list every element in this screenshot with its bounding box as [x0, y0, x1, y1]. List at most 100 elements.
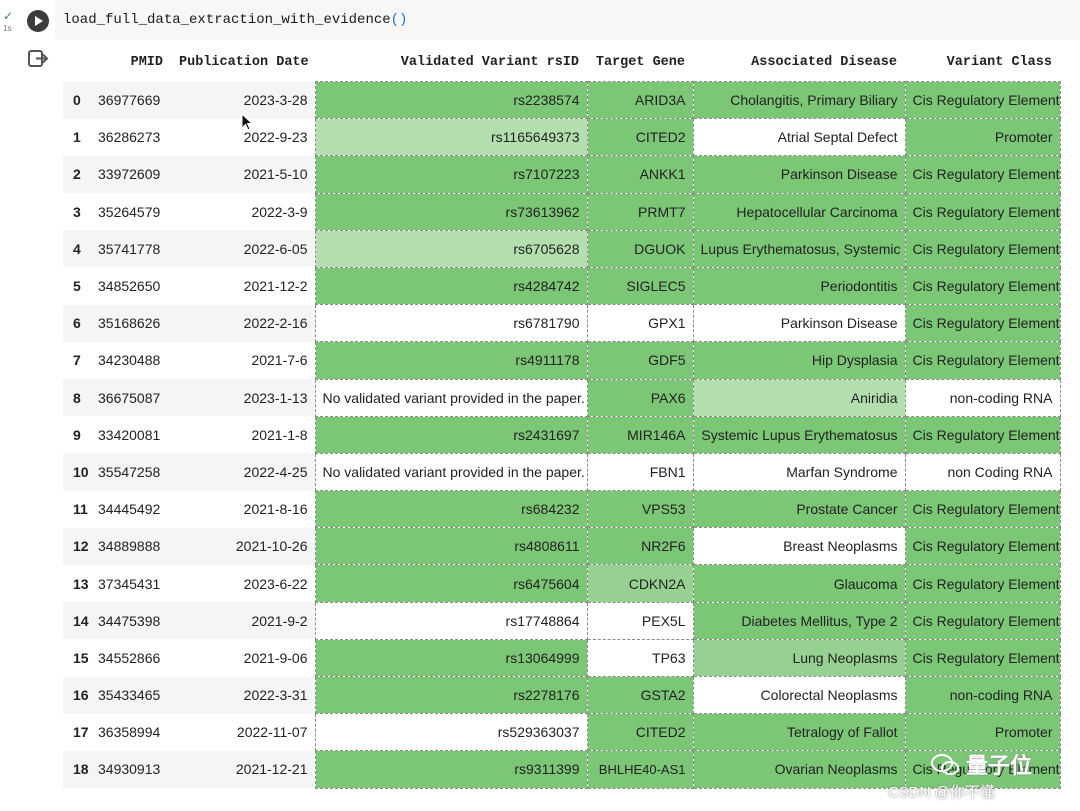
associated-disease-cell: Atrial Septal Defect — [692, 118, 906, 157]
variant-rsid-cell: No validated variant provided in the pap… — [314, 378, 588, 417]
publication-date-cell: 2022-3-9 — [171, 193, 315, 231]
target-gene-cell: GPX1 — [586, 304, 694, 343]
header-target-gene: Target Gene — [595, 54, 685, 70]
variant-rsid-cell: rs1165649373 — [314, 118, 588, 157]
row-index: 11 — [63, 490, 94, 528]
associated-disease-cell: Lupus Erythematosus, Systemic — [692, 229, 906, 268]
associated-disease-cell: Cholangitis, Primary Biliary — [692, 80, 906, 120]
table-row: 12 34889888 2021-10-26 rs4808611 NR2F6 Breast… — [63, 527, 1061, 566]
table-row: 2 33972609 2021-5-10 rs7107223 ANKK1 Parkinso… — [63, 155, 1061, 194]
row-index: 12 — [63, 527, 94, 565]
variant-rsid-cell: rs6781790 — [314, 304, 588, 343]
row-index: 15 — [63, 639, 94, 677]
publication-date-cell: 2022-11-07 — [171, 713, 315, 751]
header-row: PMID Publication Date Validated Variant … — [63, 43, 1060, 82]
table-row: 7 34230488 2021-7-6 rs4911178 GDF5 Hip Dyspla… — [63, 341, 1061, 380]
publication-date-cell: 2021-12-2 — [171, 267, 315, 305]
header-variant-rsid: Validated Variant rsID — [400, 54, 579, 70]
variant-class-cell: Cis Regulatory Element — [904, 341, 1061, 380]
row-index: 14 — [63, 602, 94, 640]
variant-class-cell: Cis Regulatory Element — [904, 192, 1061, 231]
table-row: 16 35433465 2022-3-31 rs2278176 GSTA2 Colorec… — [63, 675, 1061, 715]
pmid-cell: 35264579 — [94, 193, 171, 231]
pmid-cell: 35547258 — [94, 453, 171, 491]
publication-date-cell: 2023-1-13 — [171, 379, 315, 417]
target-gene-cell: SIGLEC5 — [586, 266, 694, 306]
associated-disease-cell: Ovarian Neoplasms — [692, 750, 906, 789]
variant-class-cell: Cis Regulatory Element — [904, 304, 1061, 343]
table-row: 13 37345431 2023-6-22 rs6475604 CDKN2A Glauco… — [63, 564, 1061, 603]
target-gene-cell: MIR146A — [586, 415, 694, 454]
row-index: 4 — [63, 230, 94, 268]
variant-class-cell: Cis Regulatory Element — [904, 266, 1061, 306]
publication-date-cell: 2021-9-06 — [171, 639, 315, 677]
variant-class-cell: Cis Regulatory Element — [904, 155, 1061, 194]
variant-class-cell: non-coding RNA — [904, 378, 1061, 417]
target-gene-cell: PRMT7 — [586, 192, 694, 231]
pmid-cell: 34445492 — [94, 490, 171, 528]
table-row: 8 36675087 2023-1-13 No validated variant p… — [63, 378, 1061, 417]
run-cell-button[interactable] — [27, 10, 49, 32]
pmid-cell: 37345431 — [94, 564, 171, 603]
associated-disease-cell: Periodontitis — [692, 266, 906, 306]
associated-disease-cell: Parkinson Disease — [692, 304, 906, 343]
variant-class-cell: Promoter — [904, 118, 1061, 157]
variant-class-cell: Cis Regulatory Element — [904, 564, 1061, 603]
table-row: 14 34475398 2021-9-2 rs17748864 PEX5L Diabete… — [63, 601, 1061, 640]
row-index: 7 — [63, 341, 94, 379]
function-name: load_full_data_extraction_with_evidence — [63, 12, 391, 28]
variant-rsid-cell: rs6705628 — [314, 229, 588, 268]
table-row: 10 35547258 2022-4-25 No validated variant … — [63, 452, 1061, 492]
variant-class-cell: non-coding RNA — [904, 675, 1061, 715]
row-index: 18 — [63, 750, 94, 789]
publication-date-cell: 2022-4-25 — [171, 453, 315, 491]
table-row: 9 33420081 2021-1-8 rs2431697 MIR146A Systemi… — [63, 415, 1061, 454]
variant-class-cell: Cis Regulatory Element — [904, 527, 1061, 566]
variant-rsid-cell: rs7107223 — [314, 155, 588, 194]
associated-disease-cell: Colorectal Neoplasms — [692, 675, 906, 715]
wechat-icon — [931, 754, 959, 775]
row-index: 16 — [63, 676, 94, 714]
associated-disease-cell: Tetralogy of Fallot — [692, 713, 906, 752]
table-row: 4 35741778 2022-6-05 rs6705628 DGUOK Lupus Er… — [63, 229, 1061, 268]
target-gene-cell: TP63 — [586, 638, 694, 678]
target-gene-cell: ARID3A — [586, 80, 694, 120]
target-gene-cell: DGUOK — [586, 229, 694, 268]
variant-class-cell: Cis Regulatory Element — [904, 638, 1061, 678]
variant-rsid-cell: rs2431697 — [314, 415, 588, 454]
row-index: 17 — [63, 713, 94, 751]
variant-rsid-cell: rs4911178 — [314, 341, 588, 380]
row-index: 13 — [63, 564, 94, 603]
associated-disease-cell: Lung Neoplasms — [692, 638, 906, 678]
target-gene-cell: BHLHE40-AS1 — [586, 750, 694, 789]
variant-rsid-cell: rs529363037 — [314, 713, 588, 752]
header-pmid: PMID — [130, 54, 163, 70]
code-cell[interactable] — [55, 0, 1080, 40]
target-gene-cell: FBN1 — [586, 452, 694, 492]
associated-disease-cell: Prostate Cancer — [692, 490, 906, 529]
associated-disease-cell: Diabetes Mellitus, Type 2 — [692, 601, 906, 640]
associated-disease-cell: Systemic Lupus Erythematosus — [692, 415, 906, 454]
associated-disease-cell: Hip Dysplasia — [692, 341, 906, 380]
target-gene-cell: PEX5L — [586, 601, 694, 640]
header-variant-class: Variant Class — [946, 54, 1052, 70]
target-gene-cell: CITED2 — [586, 118, 694, 157]
target-gene-cell: VPS53 — [586, 490, 694, 529]
associated-disease-cell: Hepatocellular Carcinoma — [692, 192, 906, 231]
variant-rsid-cell: rs2238574 — [314, 80, 588, 120]
table-row: 15 34552866 2021-9-06 rs13064999 TP63 Lung Ne… — [63, 638, 1061, 678]
variant-class-cell: non Coding RNA — [904, 452, 1061, 492]
target-gene-cell: ANKK1 — [586, 155, 694, 194]
code-line[interactable]: load_full_data_extraction_with_evidence(… — [63, 12, 407, 28]
row-index: 0 — [63, 81, 94, 119]
associated-disease-cell: Glaucoma — [692, 564, 906, 603]
pmid-cell: 36358994 — [94, 713, 171, 751]
variant-rsid-cell: rs4808611 — [314, 527, 588, 566]
output-menu-icon[interactable] — [27, 48, 49, 70]
variant-class-cell: Promoter — [904, 713, 1061, 752]
publication-date-cell: 2021-8-16 — [171, 490, 315, 528]
pmid-cell: 34852650 — [94, 267, 171, 305]
row-index: 8 — [63, 379, 94, 417]
variant-class-cell: Cis Regulatory Element — [904, 229, 1061, 268]
publication-date-cell: 2022-3-31 — [171, 676, 315, 714]
